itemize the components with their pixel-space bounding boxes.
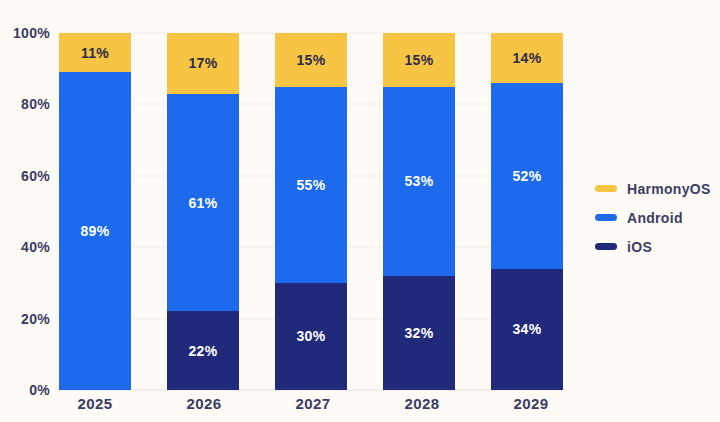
segment-harmonyos-2026[interactable]: 17%	[167, 33, 239, 94]
legend-label-ios: iOS	[627, 240, 652, 254]
segment-value-label: 17%	[189, 56, 218, 70]
x-axis-tick-label-2028: 2028	[386, 395, 458, 412]
legend-swatch-harmonyos	[595, 185, 617, 192]
x-axis-tick-label-2029: 2029	[495, 395, 567, 412]
y-axis-tick-label-0%: 0%	[29, 383, 50, 397]
segment-ios-2029[interactable]: 34%	[491, 269, 563, 390]
plot-area: 11% 89% 17% 61% 22% 15% 55% 30% 15% 53% 32% 14% 52% 3…	[57, 33, 565, 390]
segment-value-label: 22%	[189, 344, 218, 358]
legend-label-android: Android	[627, 211, 683, 225]
legend: HarmonyOS Android iOS	[595, 180, 711, 267]
segment-value-label: 89%	[81, 224, 110, 238]
legend-item-harmonyos: HarmonyOS	[595, 180, 711, 197]
legend-label-harmonyos: HarmonyOS	[627, 182, 711, 196]
x-axis-tick-label-2025: 2025	[59, 395, 131, 412]
segment-ios-2026[interactable]: 22%	[167, 311, 239, 390]
bar-2028[interactable]: 15% 53% 32%	[383, 33, 455, 390]
y-axis-tick-label-100%: 100%	[13, 26, 50, 40]
legend-item-ios: iOS	[595, 238, 711, 255]
legend-item-android: Android	[595, 209, 711, 226]
segment-value-label: 11%	[81, 46, 109, 60]
segment-value-label: 61%	[189, 196, 218, 210]
segment-value-label: 32%	[405, 326, 434, 340]
segment-value-label: 30%	[297, 329, 326, 343]
segment-value-label: 53%	[405, 174, 434, 188]
segment-harmonyos-2027[interactable]: 15%	[275, 33, 347, 87]
segment-android-2028[interactable]: 53%	[383, 87, 455, 276]
bar-2029[interactable]: 14% 52% 34%	[491, 33, 563, 390]
bar-2025[interactable]: 11% 89%	[59, 33, 131, 390]
segment-ios-2028[interactable]: 32%	[383, 276, 455, 390]
segment-value-label: 14%	[513, 51, 542, 65]
segment-value-label: 15%	[297, 53, 326, 67]
x-axis: 2025 2026 2027 2028 2029	[57, 395, 569, 412]
x-axis-tick-label-2027: 2027	[277, 395, 349, 412]
segment-ios-2027[interactable]: 30%	[275, 283, 347, 390]
segment-android-2027[interactable]: 55%	[275, 87, 347, 283]
y-axis-tick-label-60%: 60%	[21, 169, 50, 183]
segment-harmonyos-2028[interactable]: 15%	[383, 33, 455, 87]
segment-harmonyos-2029[interactable]: 14%	[491, 33, 563, 83]
bars-container: 11% 89% 17% 61% 22% 15% 55% 30% 15% 53% 32% 14% 52% 3…	[57, 33, 565, 390]
y-axis-tick-label-20%: 20%	[21, 312, 50, 326]
legend-swatch-android	[595, 214, 617, 221]
x-axis-tick-label-2026: 2026	[168, 395, 240, 412]
bar-2027[interactable]: 15% 55% 30%	[275, 33, 347, 390]
segment-value-label: 52%	[513, 169, 542, 183]
y-axis-tick-label-80%: 80%	[21, 97, 50, 111]
legend-swatch-ios	[595, 243, 617, 250]
y-axis-tick-label-40%: 40%	[21, 240, 50, 254]
y-axis: 0%20%40%60%80%100%	[0, 33, 50, 390]
bar-2026[interactable]: 17% 61% 22%	[167, 33, 239, 390]
segment-value-label: 55%	[297, 178, 326, 192]
segment-value-label: 15%	[405, 53, 434, 67]
segment-android-2025[interactable]: 89%	[59, 72, 131, 390]
segment-android-2029[interactable]: 52%	[491, 83, 563, 269]
segment-value-label: 34%	[513, 322, 542, 336]
segment-harmonyos-2025[interactable]: 11%	[59, 33, 131, 72]
stacked-bar-chart: 0% 20% 40% 60% 80% 100% 11% 89% 17% 61% 22% 15% 55%…	[0, 0, 720, 422]
segment-android-2026[interactable]: 61%	[167, 94, 239, 312]
